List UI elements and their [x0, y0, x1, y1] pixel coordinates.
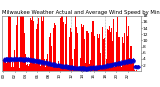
Text: Milwaukee Weather Actual and Average Wind Speed by Minute mph (Last 24 Hours): Milwaukee Weather Actual and Average Win…: [2, 10, 160, 15]
